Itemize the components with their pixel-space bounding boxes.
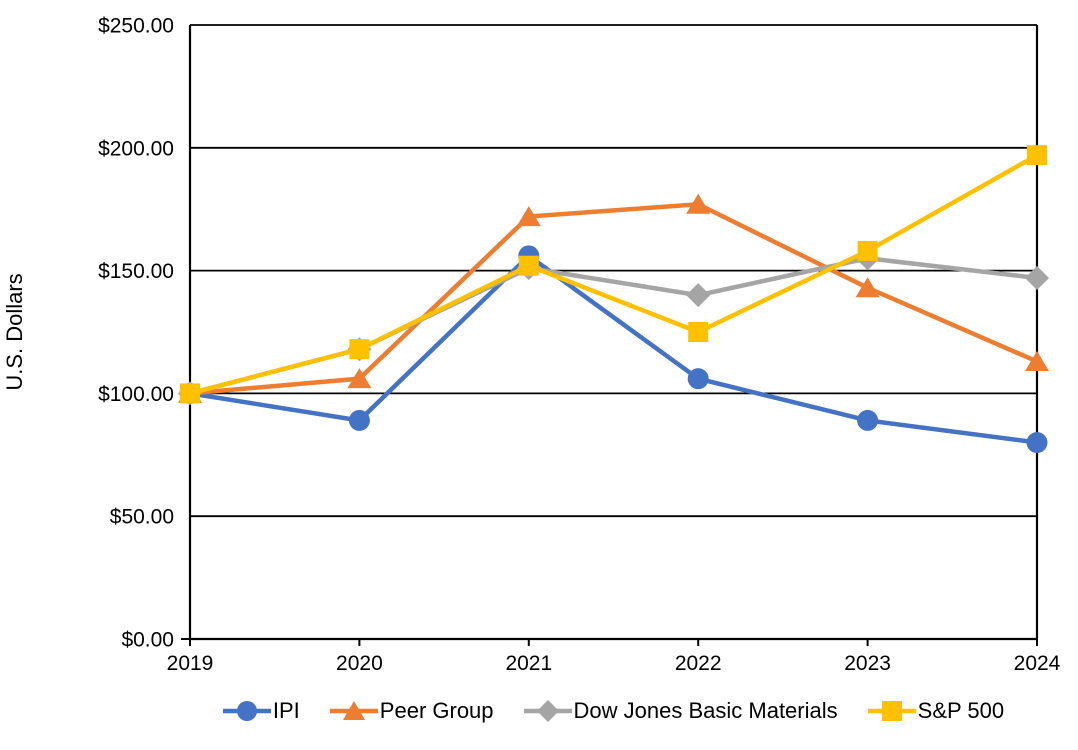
legend-item-peer-group: Peer Group — [329, 698, 494, 724]
ipi-line — [189, 252, 1038, 445]
s-p-500-point-2019-marker — [180, 383, 200, 404]
peer-group-point-2020-marker — [347, 368, 372, 389]
y-tick-label: $50.00 — [110, 506, 174, 529]
y-tick-label: $100.00 — [98, 383, 174, 406]
legend: IPI Peer Group Dow Jones Basic Materials S&… — [190, 698, 1037, 724]
s-p-500-line — [189, 153, 1039, 396]
y-tick-label: $200.00 — [98, 137, 174, 160]
legend-marker-shape — [236, 701, 257, 721]
legend-marker-shape — [536, 700, 559, 722]
x-tick-label: 2022 — [675, 652, 722, 675]
peer-group-point-2021-marker — [516, 206, 541, 227]
s-p-500-point-2020-marker — [349, 339, 370, 360]
ipi-point-2020-marker — [348, 409, 370, 431]
x-tick-label: 2024 — [1014, 652, 1061, 675]
x-tick-label: 2020 — [336, 652, 383, 675]
legend-label: S&P 500 — [917, 698, 1005, 723]
dow-jones-basic-materials-point-2024-marker — [1025, 265, 1049, 290]
legend-marker-shape — [342, 701, 365, 720]
peer-group-line — [189, 201, 1038, 396]
ipi-point-2023-marker — [857, 409, 879, 431]
legend-label: Dow Jones Basic Materials — [573, 698, 838, 723]
s-p-500-point-2022-marker — [688, 322, 709, 342]
peer-group-point-2022-marker — [686, 193, 711, 214]
s-p-500-point-2024-marker — [1027, 145, 1047, 166]
y-tick-label: $150.00 — [98, 260, 174, 283]
dow-jones-basic-materials-point-2022-marker — [686, 283, 711, 308]
peer-group-point-2024-marker — [1025, 350, 1049, 371]
legend-marker-shape — [881, 701, 902, 721]
legend-circle-icon — [222, 701, 271, 721]
y-tick-label: $0.00 — [121, 629, 174, 652]
peer-group-point-2023-marker — [855, 277, 880, 298]
legend-item-dow-jones-basic-materials: Dow Jones Basic Materials — [523, 698, 838, 724]
x-tick-label: 2021 — [505, 652, 552, 675]
legend-label: IPI — [272, 698, 300, 723]
legend-label: Peer Group — [379, 698, 494, 723]
x-tick-label: 2023 — [844, 652, 891, 675]
legend-square-icon — [867, 701, 916, 721]
s-p-500-point-2021-marker — [518, 255, 539, 276]
dow-jones-basic-materials-line — [189, 256, 1038, 396]
ipi-point-2024-marker — [1026, 432, 1048, 454]
legend-triangle-icon — [329, 701, 378, 720]
x-tick-label: 2019 — [167, 652, 214, 675]
legend-item-s-p-500: S&P 500 — [867, 698, 1005, 724]
y-axis-title: U.S. Dollars — [2, 273, 27, 390]
chart-plot-area: $0.00 $50.00 $100.00 $150.00 $200.00 $250.00 2… — [2, 15, 1061, 676]
y-tick-label: $250.00 — [98, 15, 174, 38]
legend-diamond-icon — [523, 700, 572, 722]
s-p-500-point-2023-marker — [857, 240, 878, 261]
ipi-point-2022-marker — [687, 368, 709, 390]
legend-item-ipi: IPI — [222, 698, 300, 724]
